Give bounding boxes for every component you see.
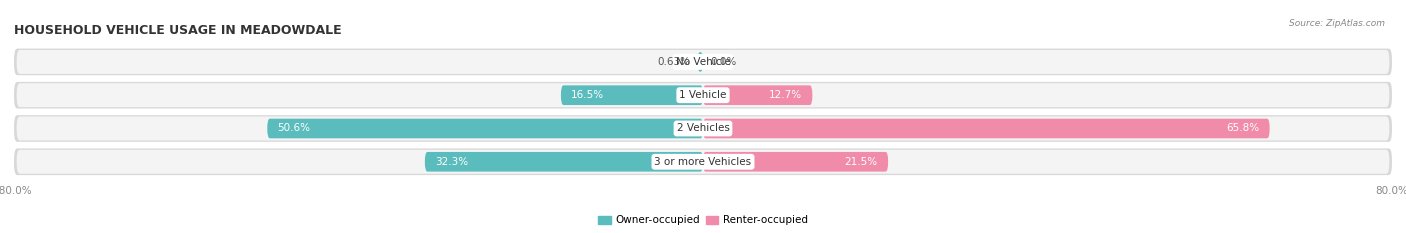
Text: 32.3%: 32.3% <box>436 157 468 167</box>
FancyBboxPatch shape <box>267 119 703 138</box>
FancyBboxPatch shape <box>561 85 703 105</box>
Text: 3 or more Vehicles: 3 or more Vehicles <box>654 157 752 167</box>
FancyBboxPatch shape <box>703 119 1270 138</box>
FancyBboxPatch shape <box>697 52 703 72</box>
FancyBboxPatch shape <box>703 152 889 171</box>
Text: 0.0%: 0.0% <box>710 57 737 67</box>
FancyBboxPatch shape <box>17 150 1389 174</box>
Legend: Owner-occupied, Renter-occupied: Owner-occupied, Renter-occupied <box>595 211 811 230</box>
Text: 21.5%: 21.5% <box>845 157 877 167</box>
FancyBboxPatch shape <box>14 148 1392 175</box>
Text: 1 Vehicle: 1 Vehicle <box>679 90 727 100</box>
Text: 16.5%: 16.5% <box>571 90 605 100</box>
Text: Source: ZipAtlas.com: Source: ZipAtlas.com <box>1289 19 1385 28</box>
Text: HOUSEHOLD VEHICLE USAGE IN MEADOWDALE: HOUSEHOLD VEHICLE USAGE IN MEADOWDALE <box>14 24 342 37</box>
FancyBboxPatch shape <box>14 82 1392 109</box>
Text: 0.63%: 0.63% <box>658 57 690 67</box>
Text: 50.6%: 50.6% <box>277 123 311 134</box>
FancyBboxPatch shape <box>703 85 813 105</box>
FancyBboxPatch shape <box>17 50 1389 74</box>
Text: No Vehicle: No Vehicle <box>675 57 731 67</box>
FancyBboxPatch shape <box>14 115 1392 142</box>
FancyBboxPatch shape <box>14 49 1392 75</box>
FancyBboxPatch shape <box>17 116 1389 140</box>
Text: 65.8%: 65.8% <box>1226 123 1260 134</box>
FancyBboxPatch shape <box>425 152 703 171</box>
Text: 12.7%: 12.7% <box>769 90 801 100</box>
Text: 2 Vehicles: 2 Vehicles <box>676 123 730 134</box>
FancyBboxPatch shape <box>17 83 1389 107</box>
